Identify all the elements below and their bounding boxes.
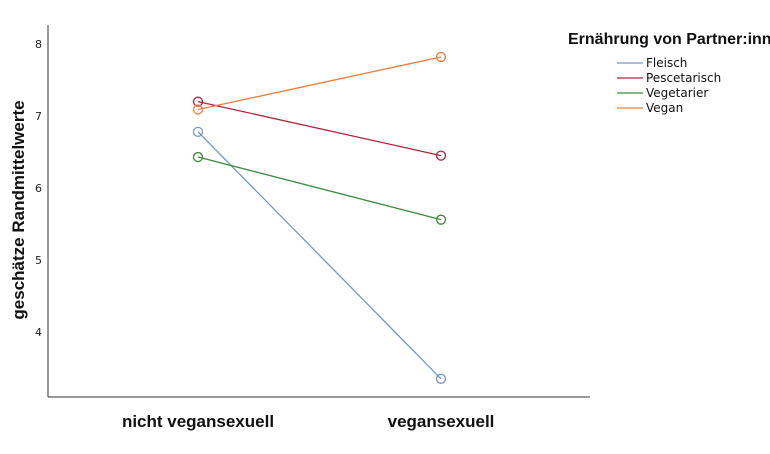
series-fleisch bbox=[192, 126, 447, 384]
y-tick-label: 5 bbox=[35, 254, 42, 267]
data-point bbox=[435, 214, 447, 225]
data-point bbox=[192, 151, 204, 163]
series-group bbox=[192, 51, 447, 384]
data-point bbox=[192, 96, 204, 107]
data-point bbox=[435, 150, 447, 161]
series-vegan bbox=[192, 51, 447, 115]
series-pescetarisch bbox=[192, 96, 447, 161]
x-category-label: nicht vegansexuell bbox=[122, 412, 274, 431]
legend-label: Fleisch bbox=[646, 56, 687, 70]
legend-label: Vegan bbox=[646, 101, 683, 115]
axes bbox=[47, 25, 590, 398]
series-line bbox=[197, 131, 442, 380]
data-point bbox=[435, 373, 447, 384]
legend-label: Pescetarisch bbox=[646, 71, 721, 85]
series-vegetarier bbox=[192, 151, 447, 225]
data-point bbox=[192, 104, 204, 115]
x-category-label: vegansexuell bbox=[388, 412, 495, 431]
series-line bbox=[197, 100, 442, 157]
y-tick-label: 7 bbox=[35, 110, 42, 123]
y-tick-label: 8 bbox=[35, 38, 42, 51]
data-point bbox=[192, 126, 204, 137]
y-tick-label: 4 bbox=[35, 326, 42, 339]
y-axis-label: geschätze Randmittelwerte bbox=[9, 100, 28, 319]
legend: Ernährung von Partner:innen FleischPesce… bbox=[568, 31, 770, 115]
y-ticks: 4 5 6 7 8 bbox=[35, 38, 42, 339]
x-categories: nicht vegansexuell vegansexuell bbox=[122, 412, 494, 431]
legend-title: Ernährung von Partner:innen bbox=[568, 31, 770, 48]
legend-label: Vegetarier bbox=[646, 86, 708, 100]
series-line bbox=[197, 156, 442, 221]
series-line bbox=[197, 56, 442, 111]
y-tick-label: 6 bbox=[35, 182, 42, 195]
data-point bbox=[435, 51, 447, 63]
